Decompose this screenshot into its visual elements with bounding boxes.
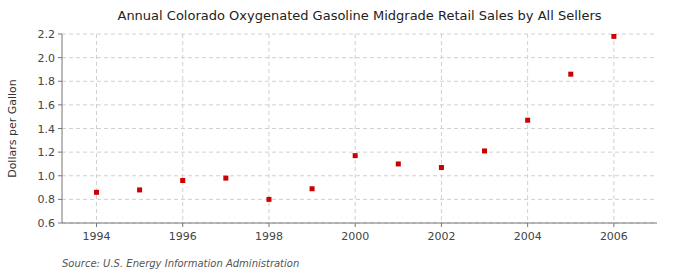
point	[353, 153, 358, 158]
tick-x	[268, 223, 269, 227]
tick-label-y: 2.0	[38, 52, 56, 65]
tick-y	[58, 128, 62, 129]
point	[482, 148, 487, 153]
point	[310, 186, 315, 191]
grid-line-y	[62, 175, 657, 176]
grid-line-y	[62, 104, 657, 105]
grid-line-y	[62, 152, 657, 153]
chart-container: Annual Colorado Oxygenated Gasoline Midg…	[0, 0, 675, 275]
point	[439, 165, 444, 170]
chart-svg: Annual Colorado Oxygenated Gasoline Midg…	[0, 0, 675, 275]
tick-x	[355, 223, 356, 227]
tick-x	[182, 223, 183, 227]
grid-line-x	[182, 34, 183, 223]
grid-line-y	[62, 57, 657, 58]
tick-y	[58, 223, 62, 224]
point	[137, 187, 142, 192]
grid-line-y	[62, 81, 657, 82]
source-note: Source: U.S. Energy Information Administ…	[62, 258, 299, 269]
title: Annual Colorado Oxygenated Gasoline Midg…	[117, 8, 601, 23]
tick-label-y: 1.6	[38, 99, 56, 112]
tick-label-x: 2006	[600, 230, 628, 243]
tick-label-y: 1.8	[38, 75, 56, 88]
tick-label-y: 2.2	[38, 28, 56, 41]
tick-label-y: 0.8	[38, 193, 56, 206]
grid-line-x	[527, 34, 528, 223]
point	[180, 178, 185, 183]
tick-label-x: 1994	[82, 230, 110, 243]
y-axis-line	[62, 34, 63, 223]
tick-x	[613, 223, 614, 227]
tick-label-y: 1.4	[38, 123, 56, 136]
tick-y	[58, 81, 62, 82]
point	[396, 161, 401, 166]
grid-line-x	[268, 34, 269, 223]
tick-x	[441, 223, 442, 227]
y-axis-label: Dollars per Gallon	[6, 79, 19, 178]
axes: 0.6 0.8 1.0 1.2 1.4 1.6 1.8 2.0 2.2 1994 1996 1998 2…	[38, 28, 658, 243]
points	[94, 34, 616, 202]
tick-label-y: 1.0	[38, 170, 56, 183]
tick-y	[58, 199, 62, 200]
tick-label-y: 0.6	[38, 217, 56, 230]
tick-label-x: 2004	[514, 230, 542, 243]
tick-x	[527, 223, 528, 227]
grid-line-y	[62, 199, 657, 200]
point	[94, 190, 99, 195]
tick-label-x: 1996	[169, 230, 197, 243]
tick-y	[58, 104, 62, 105]
grid	[62, 34, 657, 223]
tick-y	[58, 57, 62, 58]
point	[266, 197, 271, 202]
tick-label-x: 1998	[255, 230, 283, 243]
tick-y	[58, 175, 62, 176]
x-axis-line	[62, 223, 657, 224]
tick-x	[96, 223, 97, 227]
point	[568, 72, 573, 77]
grid-line-x	[355, 34, 356, 223]
grid-line-x	[441, 34, 442, 223]
tick-y	[58, 34, 62, 35]
tick-label-x: 2002	[427, 230, 455, 243]
tick-y	[58, 152, 62, 153]
grid-line-y	[62, 128, 657, 129]
tick-label-y: 1.2	[38, 146, 56, 159]
tick-label-x: 2000	[341, 230, 369, 243]
grid-line-y	[62, 34, 657, 35]
point	[223, 176, 228, 181]
point	[525, 118, 530, 123]
grid-line-x	[613, 34, 614, 223]
grid-line-y	[62, 223, 657, 224]
point	[611, 34, 616, 39]
